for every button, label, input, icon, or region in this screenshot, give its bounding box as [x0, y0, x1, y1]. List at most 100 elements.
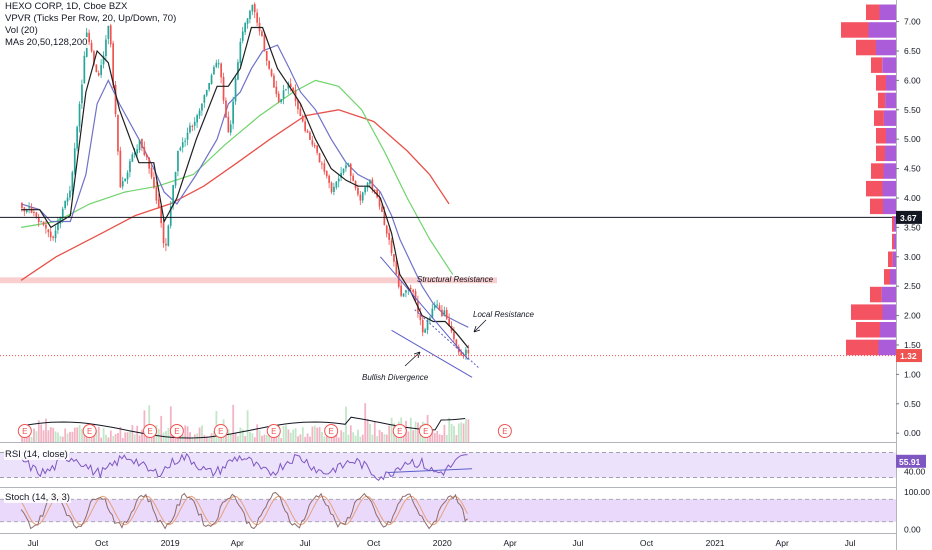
- local-resistance-label: Local Resistance: [473, 310, 534, 319]
- trendline: [391, 329, 473, 378]
- volume-bar: [299, 434, 302, 442]
- candle-body: [150, 168, 153, 177]
- candle-body: [42, 221, 45, 225]
- candle-body: [112, 43, 114, 85]
- volume-bar: [189, 432, 191, 442]
- candle-body: [90, 42, 93, 52]
- volume-bar: [42, 430, 45, 442]
- volume-bar: [354, 435, 357, 442]
- price-tick-label: 6.00: [904, 75, 921, 85]
- earnings-marker-icon: [392, 424, 407, 438]
- candle-body: [405, 290, 407, 293]
- candle-body: [193, 121, 196, 126]
- candle-body: [333, 186, 335, 192]
- candle-body: [445, 309, 448, 319]
- candle-body: [347, 163, 350, 165]
- candle-body: [189, 125, 191, 133]
- candle-body: [282, 90, 285, 99]
- candle-body: [263, 35, 266, 52]
- volume-bar: [203, 434, 206, 442]
- volume-bar: [409, 417, 412, 442]
- volume-bar: [345, 406, 347, 442]
- price-tick-label: 5.00: [904, 134, 921, 144]
- candle-body: [424, 329, 426, 333]
- volume-bar: [66, 433, 69, 442]
- ma20-line: [21, 26, 469, 349]
- last-price-badge: [896, 349, 922, 363]
- time-tick-label: Jul: [300, 538, 311, 548]
- volume-bar: [292, 429, 295, 442]
- candle-body: [184, 140, 186, 142]
- vpvr-up-bar: [885, 145, 896, 162]
- vpvr-up-bar: [890, 269, 896, 285]
- earnings-marker-label: E: [329, 427, 334, 436]
- candle-body: [373, 189, 376, 191]
- volume-bar: [438, 434, 441, 442]
- candle-body: [141, 138, 143, 148]
- candle-body: [265, 51, 268, 61]
- candle-body: [37, 217, 40, 223]
- candle-body: [61, 208, 64, 218]
- volume-bar: [64, 428, 67, 442]
- volume-bar: [385, 434, 388, 442]
- candle-body: [273, 75, 275, 88]
- rsi-tick-label: 40.00: [904, 466, 926, 476]
- volume-bar: [378, 429, 381, 442]
- earnings-marker-icon: [82, 424, 97, 438]
- candle-body: [57, 222, 59, 231]
- vpvr-down-bar: [870, 286, 882, 303]
- candle-body: [138, 139, 141, 151]
- volume-bar: [105, 434, 107, 442]
- volume-bar: [263, 434, 266, 442]
- vpvr-down-bar: [876, 145, 885, 162]
- candle-body: [133, 152, 136, 155]
- earnings-marker-icon: [169, 424, 184, 438]
- volume-bar: [35, 431, 38, 442]
- volume-bar: [383, 434, 386, 442]
- earnings-marker-label: E: [147, 427, 152, 436]
- volume-bar: [119, 426, 122, 442]
- candle-body: [49, 231, 52, 238]
- volume-bar: [234, 433, 237, 442]
- volume-bar: [71, 431, 74, 442]
- trendline: [414, 309, 480, 369]
- volume-bar: [100, 437, 103, 442]
- volume-bar: [301, 427, 304, 442]
- candle-body: [157, 199, 160, 208]
- candle-body: [52, 236, 54, 238]
- candle-body: [121, 181, 124, 187]
- volume-bar: [325, 434, 328, 442]
- candle-body: [345, 165, 347, 169]
- volume-bar: [253, 437, 256, 442]
- time-tick-label: Oct: [367, 538, 381, 548]
- price-tick-label: 5.50: [904, 105, 921, 115]
- time-tick-label: Apr: [503, 538, 516, 548]
- vpvr-up-bar: [881, 286, 896, 303]
- volume-bar: [347, 434, 350, 442]
- volume-bar: [407, 431, 410, 442]
- vpvr-down-bar: [892, 216, 894, 232]
- candle-body: [304, 121, 306, 131]
- time-tick-label: 2019: [161, 538, 180, 548]
- candle-body: [181, 142, 184, 148]
- price-tick-label: 1.50: [904, 340, 921, 350]
- volume-bar: [162, 432, 165, 442]
- candle-body: [71, 172, 74, 192]
- vpvr-down-bar: [876, 75, 886, 91]
- stoch-band: [0, 499, 896, 522]
- volume-bar: [381, 432, 383, 442]
- candle-body: [28, 207, 30, 209]
- price-tick-label: 2.50: [904, 281, 921, 291]
- volume-bar: [145, 436, 148, 442]
- vpvr-down-bar: [876, 128, 886, 144]
- candle-body: [400, 285, 402, 296]
- volume-bar: [366, 418, 369, 442]
- candle-body: [232, 101, 234, 124]
- candle-body: [285, 89, 287, 91]
- volume-bar: [457, 423, 460, 442]
- candle-body: [35, 212, 38, 217]
- volume-bar: [208, 437, 211, 442]
- volume-bar: [237, 436, 239, 442]
- candle-body: [21, 202, 23, 208]
- candle-body: [85, 32, 88, 57]
